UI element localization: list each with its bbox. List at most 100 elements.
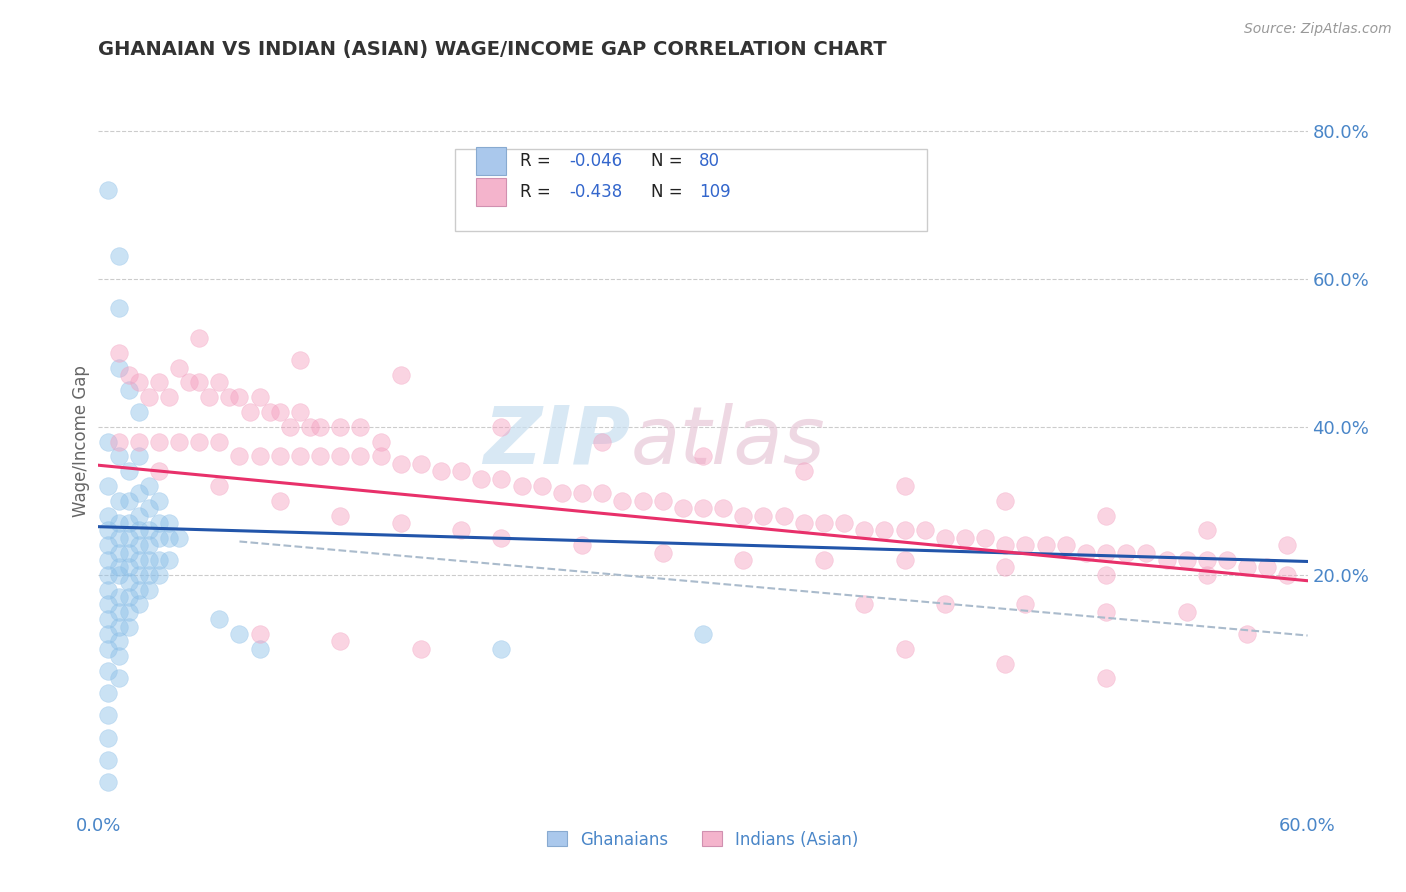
Point — [1156, 553, 1178, 567]
Point — [97, 524, 120, 538]
Legend: Ghanaians, Indians (Asian): Ghanaians, Indians (Asian) — [540, 824, 866, 855]
Point — [107, 605, 129, 619]
Point — [329, 419, 352, 434]
Point — [450, 464, 472, 478]
Point — [1175, 553, 1198, 567]
Point — [128, 450, 150, 464]
Point — [893, 641, 915, 656]
Point — [118, 546, 141, 560]
Point — [994, 657, 1017, 671]
Point — [97, 731, 120, 745]
Point — [118, 605, 141, 619]
Point — [128, 524, 150, 538]
Text: 80: 80 — [699, 152, 720, 170]
Point — [128, 434, 150, 449]
Point — [409, 457, 432, 471]
Point — [118, 368, 141, 382]
Point — [370, 434, 392, 449]
Point — [148, 553, 170, 567]
Point — [107, 516, 129, 530]
Point — [288, 353, 311, 368]
Point — [430, 464, 453, 478]
Point — [309, 450, 332, 464]
Point — [228, 627, 250, 641]
Point — [118, 575, 141, 590]
Point — [288, 405, 311, 419]
Point — [167, 434, 190, 449]
Point — [370, 450, 392, 464]
Point — [269, 405, 291, 419]
Point — [349, 419, 371, 434]
Point — [97, 775, 120, 789]
Point — [107, 649, 129, 664]
Point — [269, 493, 291, 508]
Point — [974, 531, 997, 545]
Point — [278, 419, 301, 434]
Point — [97, 612, 120, 626]
Point — [1216, 553, 1239, 567]
Point — [228, 450, 250, 464]
Text: N =: N = — [651, 152, 688, 170]
Point — [832, 516, 855, 530]
Point — [208, 479, 231, 493]
Point — [97, 582, 120, 597]
Point — [239, 405, 262, 419]
Point — [138, 582, 160, 597]
Point — [651, 493, 673, 508]
Point — [157, 390, 180, 404]
Point — [733, 508, 755, 523]
Point — [631, 493, 654, 508]
Point — [107, 450, 129, 464]
Point — [1014, 538, 1036, 552]
Point — [97, 183, 120, 197]
Point — [188, 434, 211, 449]
FancyBboxPatch shape — [456, 149, 927, 230]
Point — [128, 598, 150, 612]
Point — [934, 531, 956, 545]
Point — [329, 508, 352, 523]
Point — [1115, 546, 1137, 560]
Point — [148, 464, 170, 478]
Point — [97, 479, 120, 493]
Point — [107, 493, 129, 508]
Text: atlas: atlas — [630, 402, 825, 481]
Point — [97, 567, 120, 582]
Point — [733, 553, 755, 567]
Point — [97, 553, 120, 567]
Point — [994, 560, 1017, 574]
Point — [107, 301, 129, 316]
Point — [793, 464, 815, 478]
Point — [128, 567, 150, 582]
Point — [1054, 538, 1077, 552]
Point — [893, 479, 915, 493]
Point — [107, 434, 129, 449]
Point — [218, 390, 240, 404]
Point — [934, 598, 956, 612]
Point — [148, 531, 170, 545]
Point — [873, 524, 896, 538]
Point — [491, 531, 513, 545]
Point — [198, 390, 221, 404]
Point — [1256, 560, 1278, 574]
Point — [107, 567, 129, 582]
Point — [1195, 567, 1218, 582]
Point — [118, 590, 141, 604]
Point — [128, 376, 150, 390]
Point — [329, 634, 352, 648]
Point — [107, 590, 129, 604]
Point — [1277, 567, 1299, 582]
Point — [118, 493, 141, 508]
Point — [269, 450, 291, 464]
Text: -0.046: -0.046 — [569, 152, 621, 170]
Point — [107, 250, 129, 264]
Bar — [475, 147, 506, 175]
Text: R =: R = — [520, 183, 557, 201]
Point — [97, 538, 120, 552]
Point — [148, 493, 170, 508]
Point — [612, 493, 634, 508]
Point — [853, 598, 876, 612]
Point — [772, 508, 794, 523]
Point — [228, 390, 250, 404]
Point — [208, 376, 231, 390]
Point — [470, 471, 492, 485]
